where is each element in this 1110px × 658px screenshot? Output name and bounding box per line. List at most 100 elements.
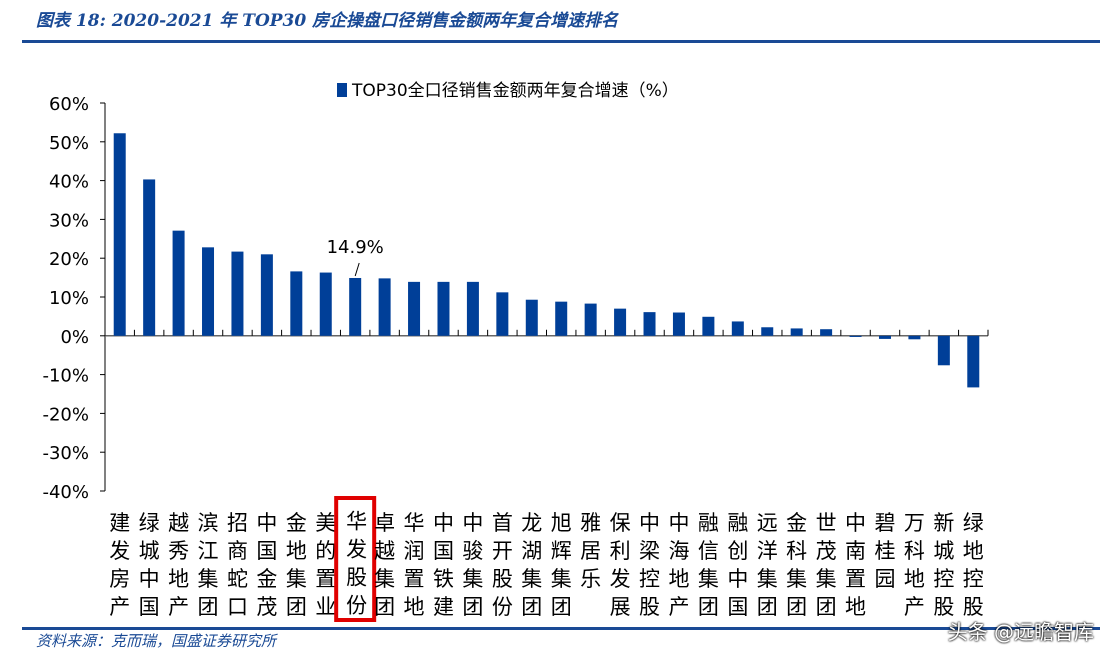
- x-tick-label: 团: [198, 595, 219, 619]
- x-tick-label: 控: [933, 567, 954, 591]
- x-tick-label: 万: [904, 511, 925, 535]
- y-tick-label: -30%: [42, 443, 89, 464]
- bar-华发股份: [349, 277, 362, 336]
- y-tick-label: 0%: [60, 327, 89, 348]
- x-tick-label: 江: [198, 539, 219, 563]
- x-tick-label: 地: [168, 567, 189, 591]
- legend-label: TOP30全口径销售金额两年复合增速（%）: [351, 81, 679, 101]
- x-tick-label: 的: [315, 539, 336, 563]
- y-tick-label: 20%: [49, 249, 89, 270]
- y-tick-label: 40%: [49, 172, 89, 193]
- x-tick-label: 地: [904, 567, 925, 591]
- data-label: 14.9%: [327, 237, 384, 258]
- x-tick-label: 首: [492, 511, 513, 535]
- footer-rule: [22, 627, 1100, 630]
- bar-美的置业: [319, 272, 332, 336]
- x-tick-label: 股: [639, 595, 660, 619]
- x-tick-label: 份: [492, 595, 513, 619]
- x-tick-label: 国: [139, 595, 160, 619]
- bar-中梁控股: [643, 312, 656, 336]
- x-tick-label: 利: [610, 539, 631, 563]
- x-tick-label: 龙: [521, 511, 542, 535]
- x-tick-label: 发: [109, 539, 130, 563]
- x-tick-label: 金: [786, 511, 807, 535]
- x-tick-label: 集: [198, 567, 219, 591]
- bar-建发房产: [113, 133, 126, 336]
- x-tick-label: 中: [433, 511, 454, 535]
- x-tick-label: 城: [139, 539, 160, 563]
- x-tick-label: 口: [227, 595, 248, 619]
- x-tick-label: 发: [610, 567, 631, 591]
- x-tick-label: 新: [933, 511, 954, 535]
- x-tick-label: 建: [109, 511, 130, 535]
- x-tick-label: 招: [227, 511, 248, 535]
- x-tick-label: 展: [610, 595, 631, 619]
- x-tick-label: 绿: [963, 511, 984, 535]
- x-tick-label: 团: [521, 595, 542, 619]
- x-tick-label: 业: [315, 595, 336, 619]
- x-tick-label: 置: [404, 567, 425, 591]
- x-tick-label: 骏: [462, 539, 483, 563]
- x-tick-label: 集: [698, 567, 719, 591]
- x-tick-label: 集: [816, 567, 837, 591]
- bar-中海地产: [672, 312, 685, 336]
- x-tick-label: 远: [757, 511, 778, 535]
- bar-新城控股: [937, 335, 950, 366]
- bar-保利发展: [614, 308, 627, 336]
- x-tick-label: 茂: [256, 595, 277, 619]
- x-tick-label: 梁: [639, 539, 660, 563]
- x-tick-label: 产: [904, 595, 925, 619]
- bar-碧桂园: [878, 335, 891, 339]
- bar-绿地控股: [967, 335, 980, 388]
- bar-远洋集团: [761, 327, 774, 336]
- x-tick-label: 地: [286, 539, 307, 563]
- x-tick-label: 团: [698, 595, 719, 619]
- x-tick-label: 国: [727, 595, 748, 619]
- highlight-box: [334, 496, 377, 622]
- x-tick-label: 园: [874, 567, 895, 591]
- x-tick-label: 团: [551, 595, 572, 619]
- x-tick-label: 湖: [521, 539, 542, 563]
- x-tick-label: 桂: [874, 539, 895, 563]
- x-tick-label: 控: [639, 567, 660, 591]
- x-tick-label: 美: [315, 511, 336, 535]
- x-tick-label: 中: [639, 511, 660, 535]
- x-tick-label: 创: [727, 539, 748, 563]
- x-tick-label: 集: [286, 567, 307, 591]
- x-tick-label: 保: [610, 511, 631, 535]
- bar-滨江集团: [202, 247, 215, 336]
- y-tick-label: 50%: [49, 133, 89, 154]
- x-tick-label: 铁: [433, 567, 454, 591]
- x-tick-label: 世: [816, 511, 837, 535]
- x-tick-label: 团: [757, 595, 778, 619]
- bar-华润置地: [408, 281, 421, 336]
- x-tick-label: 中: [462, 511, 483, 535]
- x-tick-label: 集: [551, 567, 572, 591]
- legend-swatch: [337, 83, 347, 97]
- x-tick-label: 旭: [551, 511, 572, 535]
- x-tick-label: 集: [786, 567, 807, 591]
- x-tick-label: 股: [933, 595, 954, 619]
- y-tick-label: -20%: [42, 404, 89, 425]
- x-tick-label: 华: [404, 511, 425, 535]
- x-tick-label: 开: [492, 539, 513, 563]
- x-tick-label: 融: [727, 511, 748, 535]
- bar-越秀地产: [172, 230, 185, 336]
- x-tick-label: 产: [168, 595, 189, 619]
- title-rule: [22, 40, 1100, 43]
- data-label-leader: [354, 262, 360, 277]
- x-tick-label: 信: [698, 539, 719, 563]
- bar-绿城中国: [143, 179, 156, 336]
- bar-旭辉集团: [555, 301, 568, 336]
- bar-金科集团: [790, 328, 803, 336]
- x-tick-label: 建: [433, 595, 454, 619]
- x-tick-label: 集: [757, 567, 778, 591]
- bar-首开股份: [496, 292, 509, 336]
- x-tick-label: 辉: [551, 539, 572, 563]
- bar-中骏集团: [466, 281, 479, 336]
- x-tick-label: 金: [256, 567, 277, 591]
- x-tick-label: 集: [374, 567, 395, 591]
- x-tick-label: 居: [580, 539, 601, 563]
